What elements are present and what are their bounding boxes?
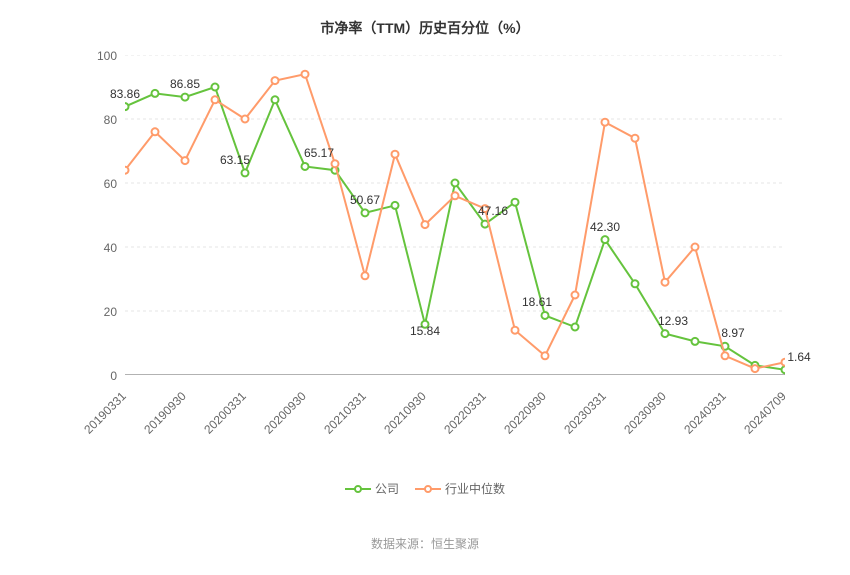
series-point-company: [272, 96, 279, 103]
chart-title: 市净率（TTM）历史百分位（%）: [0, 0, 850, 38]
x-axis-label: 20240709: [741, 389, 789, 437]
series-point-company: [152, 90, 159, 97]
series-point-company: [212, 84, 219, 91]
series-point-industry: [125, 167, 129, 174]
series-point-company: [542, 312, 549, 319]
series-point-industry: [722, 352, 729, 359]
series-point-industry: [362, 272, 369, 279]
series-point-industry: [542, 352, 549, 359]
data-point-label: 50.67: [350, 193, 380, 207]
series-point-company: [302, 163, 309, 170]
legend-item-company[interactable]: 公司: [345, 480, 399, 497]
series-point-industry: [752, 365, 759, 372]
series-point-company: [452, 180, 459, 187]
data-point-label: 42.30: [590, 220, 620, 234]
x-axis-label: 20210331: [321, 389, 369, 437]
x-axis-label: 20230331: [561, 389, 609, 437]
x-axis-label: 20240331: [681, 389, 729, 437]
series-point-industry: [302, 71, 309, 78]
series-point-industry: [512, 327, 519, 334]
series-point-company: [602, 236, 609, 243]
data-point-label: 12.93: [658, 314, 688, 328]
series-point-industry: [692, 244, 699, 251]
data-point-label: 63.15: [220, 153, 250, 167]
y-axis-label: 0: [77, 369, 117, 383]
x-axis-label: 20190930: [141, 389, 189, 437]
data-source-footer: 数据来源：恒生聚源: [0, 535, 850, 552]
legend-item-industry[interactable]: 行业中位数: [415, 480, 505, 497]
series-point-industry: [662, 279, 669, 286]
series-point-company: [125, 103, 129, 110]
series-point-company: [242, 169, 249, 176]
series-point-industry: [272, 77, 279, 84]
x-axis-label: 20220331: [441, 389, 489, 437]
series-point-industry: [632, 135, 639, 142]
series-point-company: [512, 199, 519, 206]
series-point-company: [362, 209, 369, 216]
y-axis-label: 60: [77, 177, 117, 191]
legend-swatch: [345, 483, 371, 495]
data-point-label: 1.64: [787, 350, 810, 364]
data-point-label: 86.85: [170, 77, 200, 91]
plot-area: 0204060801002019033120190930202003312020…: [125, 55, 785, 375]
data-point-label: 15.84: [410, 324, 440, 338]
chart-container: 市净率（TTM）历史百分位（%） 02040608010020190331201…: [0, 0, 850, 575]
series-point-company: [182, 94, 189, 101]
data-point-label: 8.97: [721, 326, 744, 340]
series-point-industry: [602, 119, 609, 126]
legend-label: 行业中位数: [445, 480, 505, 497]
legend: 公司 行业中位数: [0, 480, 850, 500]
series-point-industry: [212, 96, 219, 103]
x-axis-label: 20190331: [81, 389, 129, 437]
data-point-label: 47.16: [478, 204, 508, 218]
series-point-industry: [572, 292, 579, 299]
series-point-industry: [242, 116, 249, 123]
x-axis-label: 20220930: [501, 389, 549, 437]
series-point-company: [392, 202, 399, 209]
series-point-industry: [452, 192, 459, 199]
series-point-company: [692, 338, 699, 345]
series-point-company: [632, 280, 639, 287]
series-point-industry: [392, 151, 399, 158]
y-axis-label: 80: [77, 113, 117, 127]
x-axis-label: 20200331: [201, 389, 249, 437]
series-point-industry: [152, 128, 159, 135]
data-point-label: 18.61: [522, 295, 552, 309]
y-axis-label: 20: [77, 305, 117, 319]
series-point-industry: [422, 221, 429, 228]
series-point-industry: [182, 157, 189, 164]
legend-swatch: [415, 483, 441, 495]
x-axis-label: 20230930: [621, 389, 669, 437]
y-axis-label: 100: [77, 49, 117, 63]
y-axis-label: 40: [77, 241, 117, 255]
data-point-label: 83.86: [110, 87, 140, 101]
data-point-label: 65.17: [304, 146, 334, 160]
series-point-industry: [782, 359, 786, 366]
x-axis-label: 20200930: [261, 389, 309, 437]
series-point-company: [572, 324, 579, 331]
series-point-company: [662, 330, 669, 337]
legend-label: 公司: [375, 480, 399, 497]
series-point-industry: [332, 160, 339, 167]
x-axis-label: 20210930: [381, 389, 429, 437]
series-point-company: [782, 366, 786, 373]
